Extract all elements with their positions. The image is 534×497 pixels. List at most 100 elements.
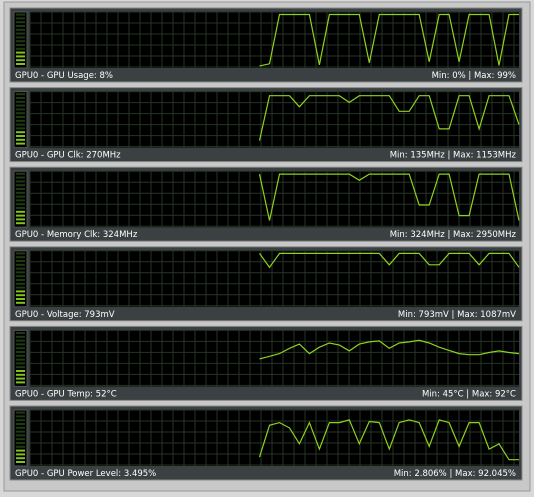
meter-segment: [16, 453, 25, 456]
meter-segment: [16, 17, 25, 20]
meter-segment: [16, 203, 25, 206]
panel-range: Min: 45°C | Max: 92°C: [422, 389, 516, 399]
meter-segment: [16, 256, 25, 259]
meter-segment: [16, 138, 25, 141]
label-bar: [11, 228, 521, 241]
meter-segment: [16, 135, 25, 137]
meter-segment: [16, 298, 25, 300]
meter-segment: [16, 282, 25, 285]
meter-segment: [16, 332, 25, 334]
meter-segment: [16, 263, 25, 266]
meter-segment: [16, 104, 25, 107]
meter-segment: [16, 294, 25, 297]
panel-range: Min: 793mV | Max: 1087mV: [398, 310, 516, 320]
meter-segment: [16, 354, 25, 357]
panel-label: GPU0 - Memory Clk: 324MHz: [15, 230, 138, 240]
meter-segment: [16, 419, 25, 422]
meter-segment: [16, 142, 25, 145]
meter-segment: [16, 461, 25, 463]
meter-segment: [16, 210, 25, 213]
meter-segment: [16, 21, 25, 24]
meter-segment: [16, 434, 25, 437]
trace-line: [258, 173, 520, 221]
meter-segment: [16, 381, 25, 384]
meter-segment: [16, 93, 25, 96]
meter-segment: [16, 301, 25, 304]
meter-segment: [16, 457, 25, 460]
meter-segment: [16, 411, 25, 414]
meter-segment: [16, 28, 25, 31]
meter-segment: [16, 370, 25, 372]
meter-segment: [16, 13, 25, 16]
meter-segment: [16, 119, 25, 122]
meter-segment: [16, 116, 25, 118]
meter-segment: [16, 188, 25, 190]
meter-segment: [16, 47, 25, 50]
panel-label: GPU0 - GPU Temp: 52°C: [15, 389, 117, 399]
meter-segment: [16, 366, 25, 369]
panel-label: GPU0 - Voltage: 793mV: [15, 310, 115, 320]
panel-label: GPU0 - GPU Power Level: 3.495%: [15, 469, 156, 479]
label-bar: [11, 467, 521, 479]
panel-range: Min: 2.806% | Max: 92.045%: [394, 469, 516, 479]
meter-segment: [16, 127, 25, 130]
meter-segment: [16, 286, 25, 289]
meter-segment: [16, 32, 25, 35]
meter-segment: [16, 199, 25, 202]
meter-segment: [16, 438, 25, 441]
trace-line: [259, 339, 520, 360]
meter-segment: [16, 339, 25, 342]
panel-range: Min: 0% | Max: 99%: [432, 71, 516, 81]
trace-line: [258, 95, 520, 141]
graph: [30, 250, 519, 307]
meter-segment: [16, 172, 25, 175]
meter-segment: [16, 131, 25, 134]
label-bar: [11, 387, 521, 400]
meter-segment: [16, 214, 25, 217]
panel-label: GPU0 - GPU Clk: 270MHz: [15, 151, 121, 161]
label-bar: [11, 307, 521, 320]
meter-segment: [16, 108, 25, 111]
meter-segment: [16, 59, 25, 62]
trace-line: [258, 419, 519, 461]
meter-segment: [16, 97, 25, 99]
meter-segment: [16, 415, 25, 418]
meter-segment: [16, 351, 25, 353]
label-bar: [11, 148, 521, 161]
meter-segment: [16, 377, 25, 380]
meter-segment: [16, 426, 25, 429]
meter-segment: [16, 184, 25, 187]
meter-segment: [16, 275, 25, 278]
graph: [30, 410, 519, 466]
meter-segment: [16, 191, 25, 194]
meter-segment: [16, 290, 25, 293]
meter-segment: [16, 430, 25, 433]
meter-segment: [16, 55, 25, 58]
meter-segment: [16, 271, 25, 274]
meter-segment: [16, 25, 25, 27]
label-bar: [11, 69, 521, 81]
meter-segment: [16, 218, 25, 221]
meter-segment: [16, 51, 25, 54]
meter-segment: [16, 40, 25, 43]
meter-segment: [16, 267, 25, 270]
trace-line: [259, 252, 520, 269]
meter-segment: [16, 112, 25, 115]
graph: [30, 91, 519, 148]
meter-segment: [16, 343, 25, 346]
meter-segment: [16, 423, 25, 425]
meter-segment: [16, 335, 25, 338]
meter-segment: [16, 222, 25, 225]
meter-segment: [16, 445, 25, 448]
trace-line: [259, 13, 519, 67]
meter-segment: [16, 195, 25, 198]
meter-segment: [16, 100, 25, 103]
meter-segment: [16, 373, 25, 376]
panel-label: GPU0 - GPU Usage: 8%: [15, 71, 113, 81]
meter-segment: [16, 36, 25, 39]
meter-segment: [16, 180, 25, 183]
meter-segment: [16, 347, 25, 350]
panel-range: Min: 324MHz | Max: 2950MHz: [390, 230, 517, 240]
